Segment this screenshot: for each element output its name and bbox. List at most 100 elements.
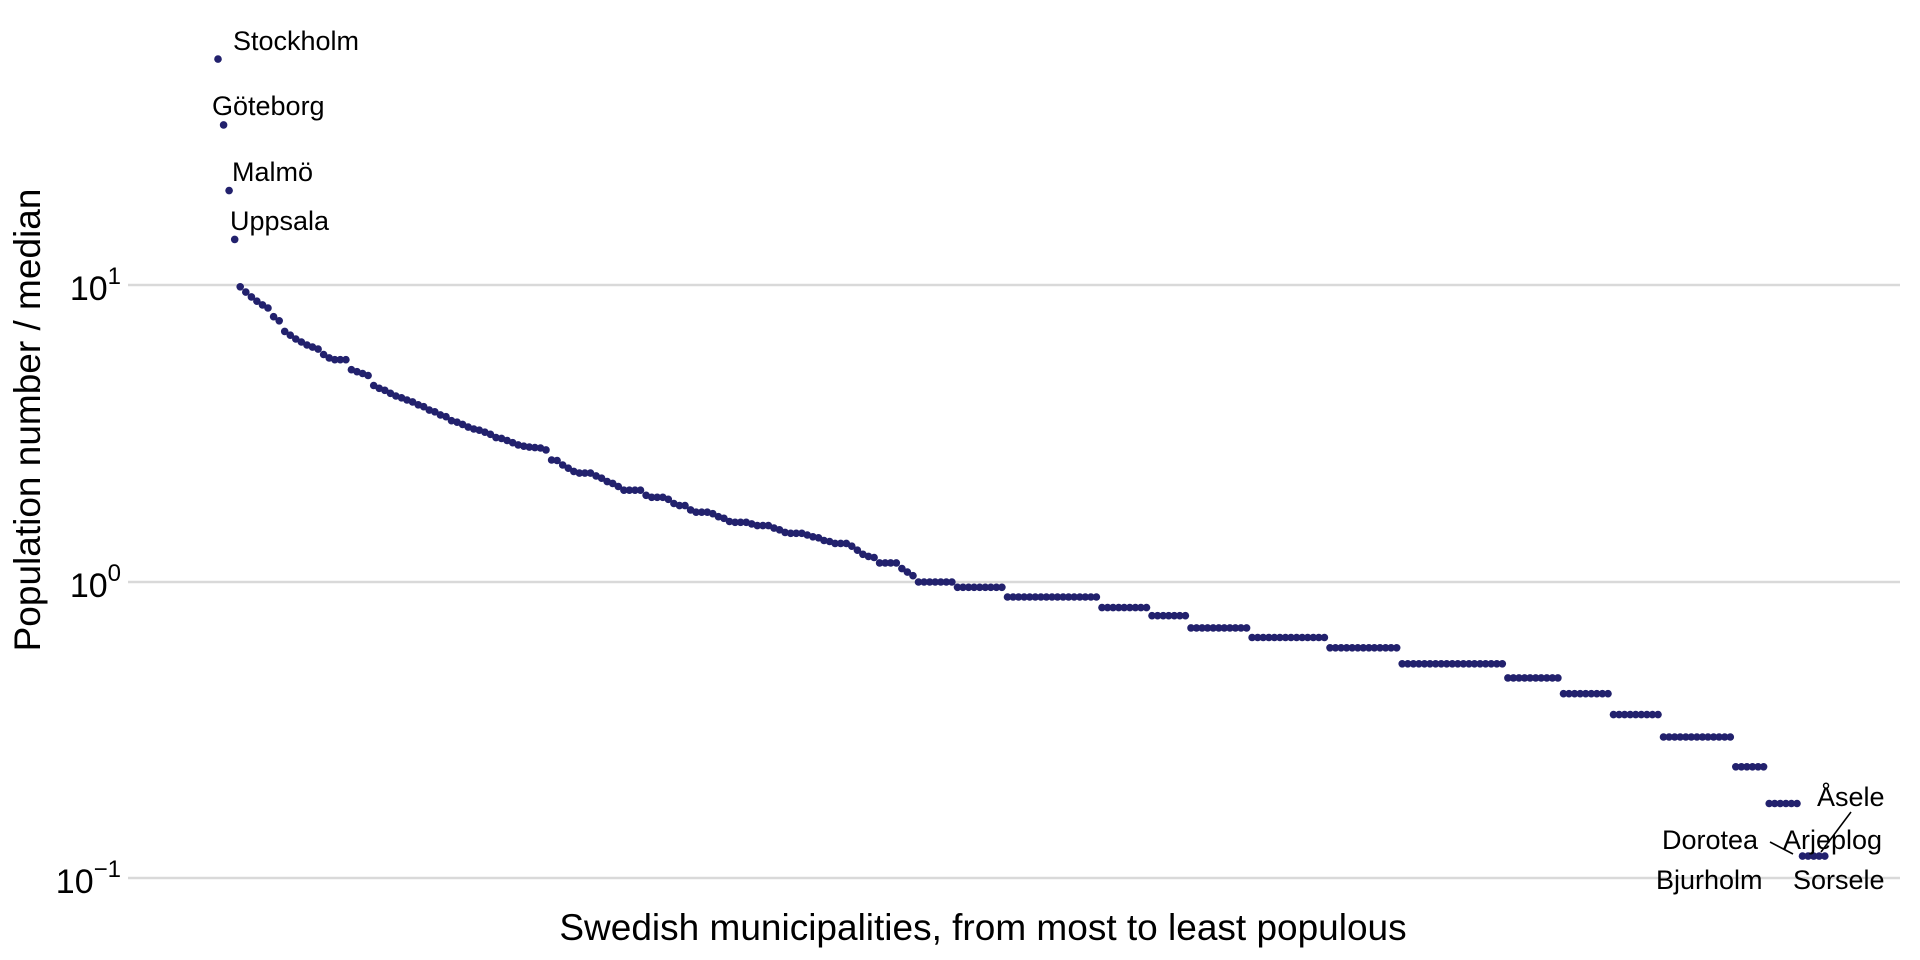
data-point [1031,593,1040,601]
data-point [1320,633,1329,642]
data-point [653,493,661,502]
data-point [1531,674,1540,682]
data-point [881,559,889,567]
data-point [381,386,389,395]
data-point [831,539,839,548]
data-point [1737,763,1746,771]
data-point [1765,799,1773,808]
label-goteborg: Göteborg [212,91,325,121]
data-point [1454,660,1462,668]
data-point [431,408,439,416]
data-point [1126,603,1134,612]
data-point [792,529,800,538]
data-point [1081,593,1090,601]
data-point [1720,733,1729,741]
data-point [1226,624,1234,632]
data-point [1003,593,1012,601]
data-point [1387,644,1395,652]
data-point [1565,689,1573,698]
data-point [1114,603,1123,612]
data-point [1776,799,1785,808]
data-point [242,288,250,296]
data-point [1648,710,1657,719]
label-asele: Åsele [1817,781,1885,812]
data-point [614,482,623,491]
data-point [964,583,973,592]
data-point [531,443,539,452]
data-point [1009,593,1017,601]
gridlines [128,283,1900,880]
data-point [1303,633,1312,642]
data-point [1515,674,1523,682]
data-point [987,583,995,592]
data-point [1709,733,1718,741]
data-point [1181,611,1190,620]
data-point [1415,660,1423,668]
data-point [1359,644,1368,652]
data-point [1726,733,1735,741]
data-point [820,536,828,545]
data-point [1659,733,1668,741]
data-point [1604,689,1612,698]
data-point [1120,603,1128,612]
data-point [1498,660,1507,668]
data-point [1543,674,1551,682]
y-tick-label-10e-1: 10−1 [56,856,121,901]
data-point [1698,733,1707,741]
data-point [937,578,945,586]
data-point [736,518,745,527]
data-point [1409,660,1418,668]
data-point [1265,633,1273,642]
data-point [853,546,862,554]
leader-line-asele [1820,811,1852,853]
data-point [269,312,278,321]
data-point [230,235,239,244]
data-point [1570,689,1579,698]
data-point [1748,763,1757,771]
data-point [547,456,556,464]
data-point [848,542,856,550]
data-point [1637,710,1646,719]
data-point [664,495,673,504]
y-tick-label-10e1: 101 [70,263,121,308]
data-point [636,486,645,495]
data-point [1337,644,1345,652]
data-point [709,509,717,518]
data-point [875,559,884,567]
data-point [1159,611,1167,620]
data-point [697,508,706,516]
data-point [647,493,656,502]
data-point [564,464,573,473]
data-point [1248,633,1256,642]
data-point [1014,593,1023,601]
data-point [319,350,328,359]
y-tick-label-10e0: 100 [70,560,121,605]
tick-base: 10 [70,270,108,308]
data-point [1426,660,1434,668]
data-point [1431,660,1440,668]
data-point [1787,799,1796,808]
data-point [959,583,967,592]
label-uppsala: Uppsala [230,206,330,236]
data-point [1593,689,1601,698]
data-point [1520,674,1529,682]
data-point [1064,593,1073,601]
data-point [1220,624,1229,632]
data-point [1309,633,1318,642]
data-point [1798,852,1807,860]
data-point [1176,611,1184,620]
data-point [1687,733,1696,741]
data-point [342,355,350,364]
data-point [1459,660,1468,668]
data-point [731,518,739,527]
data-point [1187,624,1195,632]
data-point [1298,633,1306,642]
data-point [1759,763,1768,771]
data-point [1470,660,1479,668]
data-point [1242,624,1251,632]
y-axis-title: Population number / median [7,189,48,652]
data-point [675,501,684,510]
data-point [1025,593,1034,601]
data-point [1404,660,1412,668]
